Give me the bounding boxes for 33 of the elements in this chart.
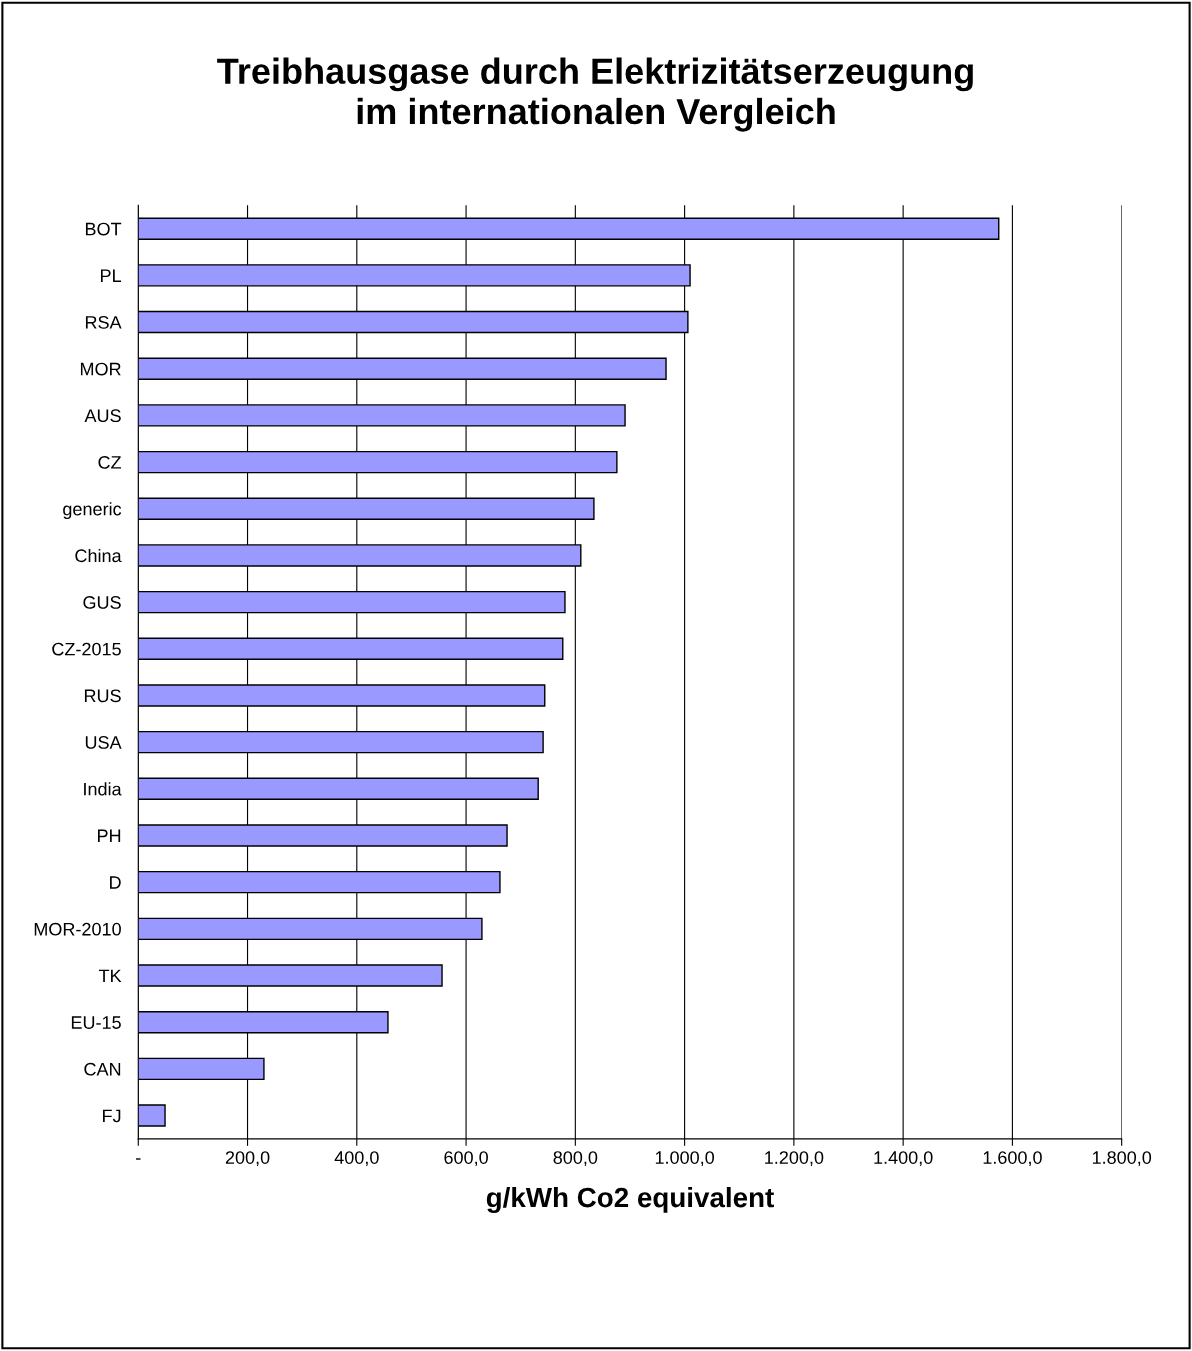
y-tick-label: MOR-2010 [34, 922, 121, 936]
chart-title: Treibhausgase durch Elektrizitätserzeugung im internationalen Vergleich [217, 57, 973, 132]
y-tick-label: RUS [84, 689, 121, 703]
y-tick-label: CAN [84, 1062, 121, 1076]
y-tick-label: generic [63, 502, 122, 520]
x-tick-label: 1.400,0 [874, 1151, 933, 1167]
x-tick-label: 1.800,0 [1092, 1151, 1152, 1167]
x-tick-label: 200,0 [225, 1151, 270, 1167]
y-tick-label: AUS [84, 409, 121, 423]
y-tick-label: RSA [85, 315, 122, 329]
x-tick-label: 1.600,0 [983, 1151, 1042, 1167]
x-tick-label: 1.200,0 [765, 1151, 824, 1167]
y-tick-label: TK [98, 969, 122, 983]
y-tick-label: D [110, 876, 121, 889]
x-axis-title: g/kWh Co2 equivalent [486, 1186, 774, 1213]
y-tick-label: EU-15 [71, 1016, 121, 1029]
bar [138, 1104, 166, 1127]
y-tick-label: BOT [85, 222, 122, 236]
x-tick-label: 800,0 [553, 1151, 598, 1167]
y-tick-label: PH [98, 829, 121, 843]
x-tick-label: - [136, 1158, 141, 1160]
y-tick-label: China [75, 548, 122, 563]
y-tick-label: CZ-2015 [52, 642, 121, 656]
x-tick-label: 600,0 [444, 1151, 488, 1167]
y-tick-label: India [84, 782, 122, 796]
x-tick-label: 1.000,0 [655, 1151, 715, 1167]
y-tick-label: GUS [83, 596, 121, 609]
y-tick-label: PL [101, 269, 122, 282]
y-tick-label: MOR [80, 362, 121, 376]
x-tick-label: 400,0 [334, 1151, 379, 1167]
y-tick-label: CZ [98, 456, 122, 469]
y-tick-label: FJ [103, 1109, 121, 1123]
y-tick-label: USA [85, 736, 122, 749]
